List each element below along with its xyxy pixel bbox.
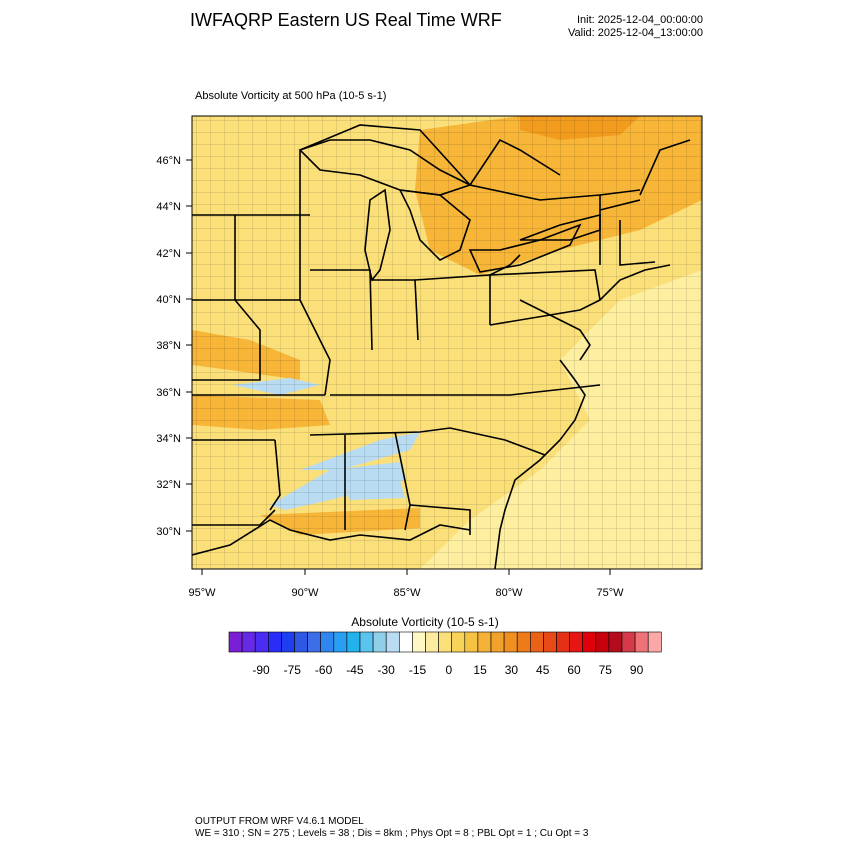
colorbar xyxy=(228,631,662,653)
colorbar-swatch xyxy=(582,631,597,653)
colorbar-label: 75 xyxy=(599,663,613,677)
colorbar-swatch xyxy=(464,631,479,653)
lon-label: 85°W xyxy=(393,587,421,599)
county-borders xyxy=(192,116,702,569)
lat-label: 36°N xyxy=(156,387,181,399)
colorbar-swatch xyxy=(294,631,308,653)
colorbar-swatch xyxy=(569,631,583,653)
lat-label: 40°N xyxy=(156,294,181,306)
canada-border xyxy=(299,124,641,201)
colorbar-label: 45 xyxy=(536,663,550,677)
colorbar-label: -75 xyxy=(284,663,302,677)
state-borders xyxy=(192,139,691,535)
colorbar-swatch xyxy=(634,631,649,653)
figure-title: IWFAQRP Eastern US Real Time WRF xyxy=(190,10,502,30)
lon-label: 90°W xyxy=(291,587,319,599)
colorbar-swatch xyxy=(359,631,374,653)
lat-label: 42°N xyxy=(156,248,181,260)
colorbar-swatch xyxy=(425,631,439,653)
colorbar-swatch xyxy=(372,631,387,653)
lat-label: 38°N xyxy=(156,340,181,352)
colorbar-swatch xyxy=(412,631,426,653)
colorbar-label: 90 xyxy=(630,663,644,677)
lat-label: 44°N xyxy=(156,201,181,213)
colorbar-label: 0 xyxy=(445,663,452,677)
footer-model-line: OUTPUT FROM WRF V4.6.1 MODEL xyxy=(195,816,364,827)
colorbar-swatch xyxy=(346,631,361,653)
colorbar-label: 30 xyxy=(505,663,519,677)
coastline xyxy=(192,254,671,569)
colorbar-swatch xyxy=(228,631,243,653)
colorbar-label: 60 xyxy=(567,663,581,677)
colorbar-swatch xyxy=(320,631,335,653)
colorbar-swatch xyxy=(281,631,295,653)
lat-label: 32°N xyxy=(156,479,181,491)
lat-axis: 46°N 44°N 42°N 40°N 38°N 36°N 34°N 32°N … xyxy=(156,155,192,538)
colorbar-swatch xyxy=(608,631,623,653)
init-valid-times: Init: 2025-12-04_00:00:00 Valid: 2025-12… xyxy=(568,14,703,40)
colorbar-swatch xyxy=(267,631,282,653)
colorbar-swatch xyxy=(241,631,256,653)
map-frame xyxy=(191,115,703,570)
lat-label: 46°N xyxy=(156,155,181,167)
colorbar-swatch xyxy=(398,631,413,653)
colorbar-swatch xyxy=(490,631,505,653)
colorbar-swatch xyxy=(516,631,531,653)
map-subtitle: Absolute Vorticity at 500 hPa (10-5 s-1) xyxy=(195,90,387,102)
colorbar-label: -30 xyxy=(378,663,396,677)
colorbar-swatch xyxy=(385,631,400,653)
colorbar-swatch xyxy=(254,631,269,653)
colorbar-swatch xyxy=(333,631,348,653)
colorbar-swatch xyxy=(647,631,662,653)
footer-config-line: WE = 310 ; SN = 275 ; Levels = 38 ; Dis … xyxy=(195,828,589,839)
colorbar-swatch xyxy=(451,631,466,653)
colorbar-swatch xyxy=(438,631,453,653)
colorbar-label: -90 xyxy=(252,663,270,677)
colorbar-label: -45 xyxy=(346,663,364,677)
lon-label: 95°W xyxy=(188,587,216,599)
colorbar-labels: -90 -75 -60 -45 -30 -15 0 15 30 45 60 75 90 xyxy=(252,663,643,677)
colorbar-label: -15 xyxy=(409,663,427,677)
colorbar-title: Absolute Vorticity (10-5 s-1) xyxy=(351,615,499,629)
lon-label: 75°W xyxy=(596,587,624,599)
colorbar-swatch xyxy=(477,631,492,653)
colorbar-swatch xyxy=(621,631,636,653)
colorbar-swatch xyxy=(543,631,557,653)
valid-time: Valid: 2025-12-04_13:00:00 xyxy=(568,27,703,39)
map-field xyxy=(192,116,702,569)
colorbar-swatch xyxy=(529,631,544,653)
colorbar-swatch xyxy=(503,631,518,653)
lat-label: 30°N xyxy=(156,526,181,538)
colorbar-label: 15 xyxy=(473,663,487,677)
lon-label: 80°W xyxy=(495,587,523,599)
init-time: Init: 2025-12-04_00:00:00 xyxy=(577,14,703,26)
colorbar-swatch xyxy=(595,631,610,653)
colorbar-swatch xyxy=(556,631,570,653)
colorbar-swatch xyxy=(307,631,322,653)
colorbar-label: -60 xyxy=(315,663,333,677)
lat-label: 34°N xyxy=(156,433,181,445)
footer: OUTPUT FROM WRF V4.6.1 MODEL WE = 310 ; … xyxy=(195,816,588,840)
lon-axis: 95°W 90°W 85°W 80°W 75°W xyxy=(188,569,624,599)
